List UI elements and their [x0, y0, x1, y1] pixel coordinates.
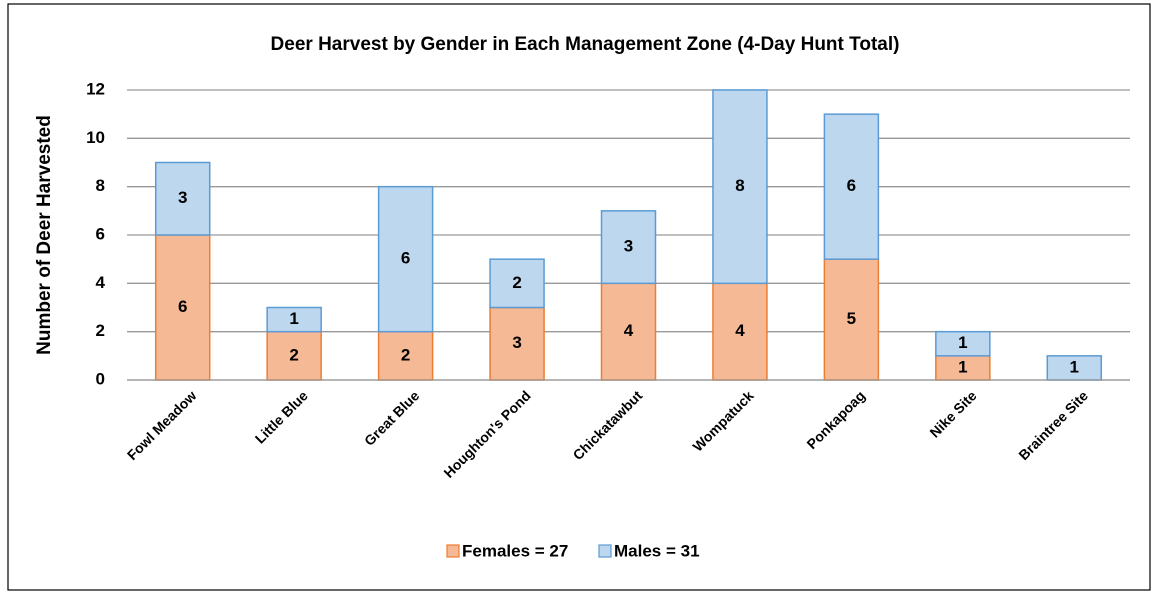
data-label: 1 — [958, 333, 967, 352]
bar-segment — [266, 330, 322, 381]
data-label: 2 — [289, 345, 298, 364]
data-label: 8 — [735, 176, 744, 195]
data-label: 6 — [847, 176, 856, 195]
bar-segment — [154, 234, 211, 381]
legend-swatch — [446, 544, 460, 558]
bar-segment — [266, 306, 322, 333]
data-label: 1 — [958, 357, 967, 376]
legend-swatch — [598, 544, 612, 558]
data-label: 2 — [401, 345, 410, 364]
bar-segment — [823, 113, 880, 260]
bar-segment — [935, 355, 991, 381]
data-label: 1 — [289, 309, 298, 328]
y-tick-label: 4 — [96, 273, 106, 292]
bar-segment — [823, 258, 880, 381]
data-label: 4 — [624, 321, 634, 340]
data-label: 3 — [512, 333, 521, 352]
bar-segment — [154, 161, 211, 236]
y-tick-label: 0 — [96, 369, 105, 388]
legend-label: Females = 27 — [462, 541, 568, 560]
bar-segment — [935, 330, 991, 357]
data-label: 4 — [735, 321, 745, 340]
chart-title: Deer Harvest by Gender in Each Managemen… — [271, 34, 900, 55]
y-tick-label: 6 — [96, 224, 105, 243]
data-label: 3 — [178, 188, 187, 207]
y-tick-label: 12 — [86, 79, 105, 98]
bar-segment — [600, 282, 657, 381]
data-label: 6 — [178, 297, 187, 316]
y-tick-label: 2 — [96, 321, 105, 340]
bar-segment — [600, 210, 657, 285]
bar-segment — [712, 89, 768, 285]
y-tick-label: 10 — [86, 128, 105, 147]
bar-segment — [712, 282, 768, 381]
data-label: 1 — [1070, 357, 1079, 376]
data-label: 6 — [401, 249, 410, 268]
bar-segment — [489, 258, 545, 309]
y-axis-label: Number of Deer Harvested — [34, 115, 55, 355]
data-label: 5 — [847, 309, 856, 328]
data-label: 3 — [624, 237, 633, 256]
data-label: 2 — [512, 273, 521, 292]
y-tick-label: 8 — [96, 176, 105, 195]
bar-segment — [377, 185, 434, 333]
legend-label: Males = 31 — [614, 541, 700, 560]
